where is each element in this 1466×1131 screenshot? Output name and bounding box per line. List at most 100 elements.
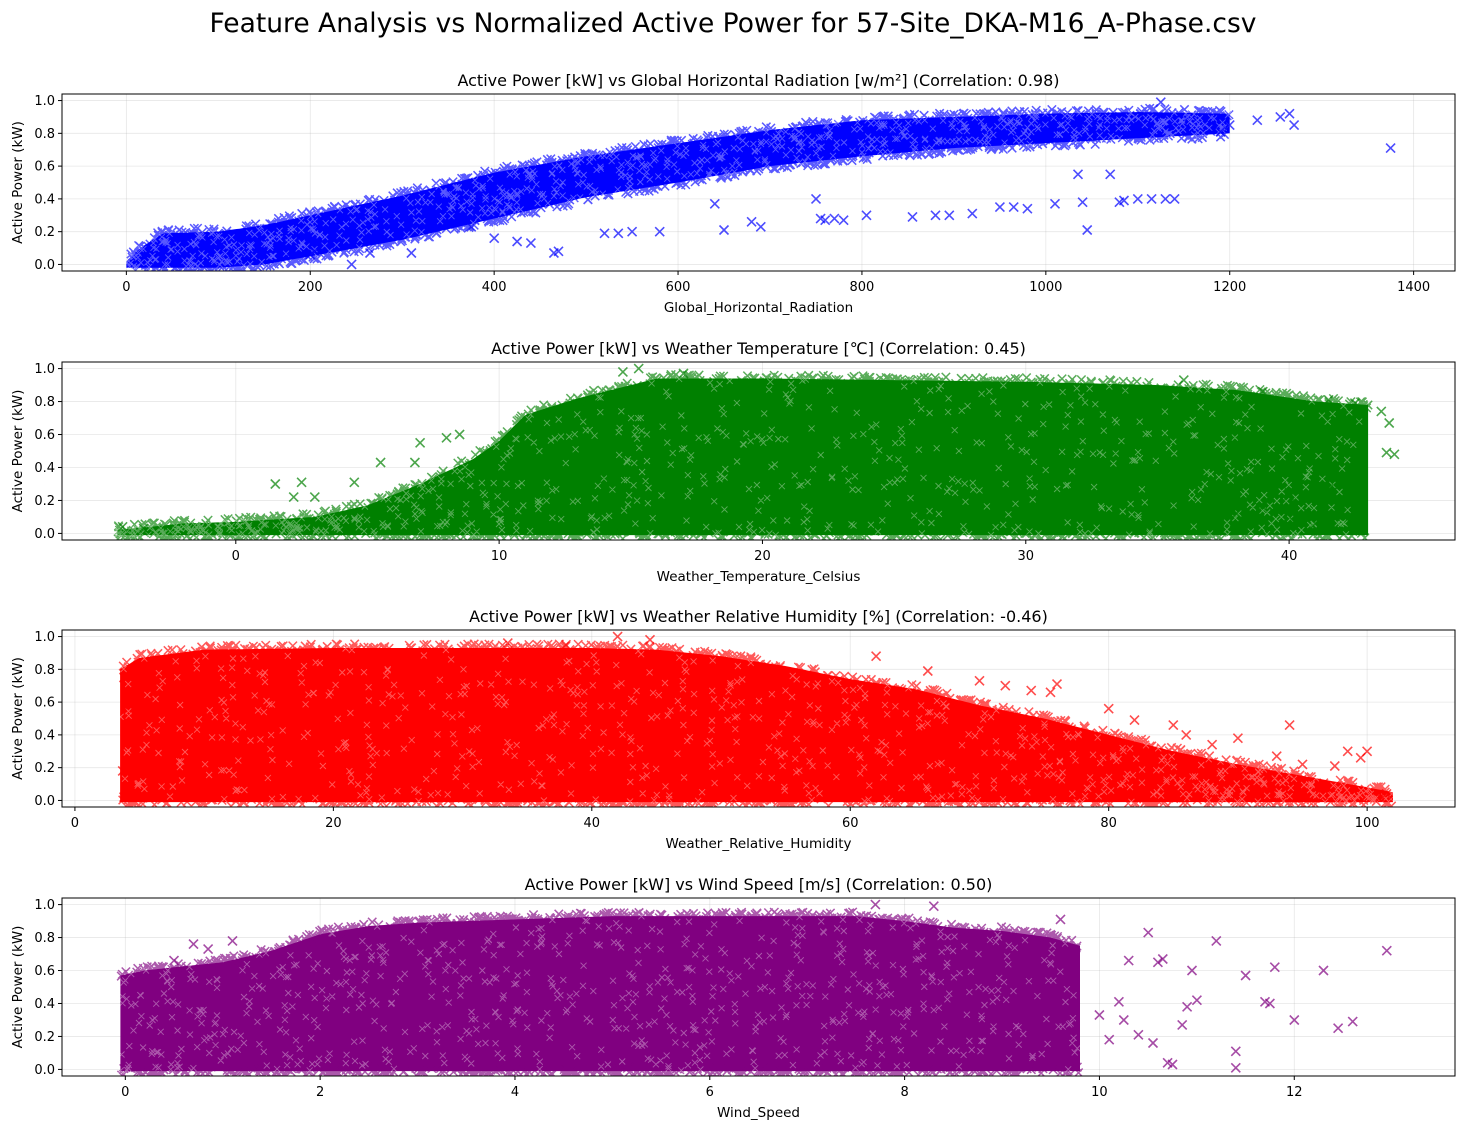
scatter-point xyxy=(861,210,872,221)
scatter-point xyxy=(1284,720,1295,731)
scatter-point xyxy=(1082,224,1093,236)
scatter-point xyxy=(168,955,180,966)
scatter-point xyxy=(613,228,624,239)
y-tick-label: 0.4 xyxy=(34,728,55,743)
scatter-point xyxy=(1240,970,1251,981)
axes-frame xyxy=(61,93,1456,272)
scatter-point xyxy=(1230,1062,1241,1073)
y-tick-label: 0.0 xyxy=(34,1063,55,1078)
scatter-point xyxy=(375,457,386,468)
scatter-point xyxy=(1381,447,1392,458)
scatter-point xyxy=(1132,193,1143,204)
x-tick-label: 2 xyxy=(316,1085,324,1100)
y-tick-label: 0.8 xyxy=(34,663,55,678)
scatter-point xyxy=(1049,198,1061,209)
scatter-edge-markers xyxy=(118,639,1397,807)
scatter-point xyxy=(907,211,918,222)
scatter-point xyxy=(203,944,214,955)
scatter-point xyxy=(1323,516,1334,527)
scatter-point xyxy=(1143,927,1154,938)
scatter-point xyxy=(1045,687,1056,698)
scatter-point xyxy=(944,210,955,221)
scatter-point xyxy=(1230,1046,1241,1057)
scatter-point xyxy=(441,432,452,443)
scatter-point xyxy=(1051,679,1063,690)
subplot-title: Active Power [kW] vs Global Horizontal R… xyxy=(457,71,1059,90)
y-tick-label: 0.4 xyxy=(34,997,55,1012)
x-tick-label: 1000 xyxy=(1029,280,1062,295)
axes-frame xyxy=(61,629,1456,808)
scatter-point xyxy=(1105,169,1116,180)
scatter-point xyxy=(1215,126,1226,137)
scatter-point xyxy=(1077,197,1088,208)
scatter-inner-speckle xyxy=(117,912,1081,1074)
axes-frame xyxy=(61,897,1456,1077)
y-axis-label: Active Power (kW) xyxy=(10,390,26,513)
x-tick-label: 30 xyxy=(1018,549,1035,564)
scatter-point xyxy=(1104,1034,1115,1045)
subplot-2: 0 10 20 30 40 0.0 0.2 0.4 0.6 0.8 1.0 Active Power … xyxy=(10,339,1456,585)
x-tick-label: 12 xyxy=(1286,1085,1303,1100)
scatter-edge-markers xyxy=(126,103,1234,271)
scatter-point xyxy=(309,246,320,257)
scatter-density-band xyxy=(117,378,1369,536)
scatter-point xyxy=(627,226,638,237)
scatter-point xyxy=(1289,1014,1300,1026)
x-tick-label: 0 xyxy=(121,1085,129,1100)
scatter-point xyxy=(364,247,376,259)
y-tick-label: 0.6 xyxy=(34,428,55,443)
scatter-point xyxy=(1349,398,1360,409)
scatter-point xyxy=(1094,1009,1105,1021)
scatter-point xyxy=(1336,500,1347,511)
x-axis-label: Wind_Speed xyxy=(717,1105,800,1121)
scatter-series xyxy=(116,899,1392,1076)
scatter-point xyxy=(1342,746,1353,757)
y-tick-label: 0.0 xyxy=(34,258,55,273)
scatter-point xyxy=(612,631,623,642)
scatter-point xyxy=(633,363,644,374)
scatter-point xyxy=(1160,193,1171,204)
scatter-point xyxy=(1055,914,1066,925)
x-axis-label: Weather_Relative_Humidity xyxy=(666,836,852,852)
scatter-point xyxy=(678,368,689,379)
scatter-point xyxy=(922,665,933,677)
scatter-edge-markers xyxy=(116,907,1084,1076)
scatter-point xyxy=(930,210,941,221)
y-tick-label: 0.8 xyxy=(34,931,55,946)
scatter-point xyxy=(1231,508,1242,519)
x-axis-label: Global_Horizontal_Radiation xyxy=(664,300,853,316)
y-tick-label: 0.4 xyxy=(34,461,55,476)
scatter-point xyxy=(820,215,831,226)
y-tick-label: 0.6 xyxy=(34,964,55,979)
x-tick-label: 80 xyxy=(1100,816,1117,831)
scatter-point xyxy=(560,639,572,650)
x-tick-label: 400 xyxy=(482,280,507,295)
x-tick-label: 200 xyxy=(298,280,323,295)
scatter-point xyxy=(1167,1059,1178,1070)
scatter-point xyxy=(1297,511,1308,522)
scatter-point xyxy=(1155,97,1166,108)
scatter-point xyxy=(1022,203,1033,214)
scatter-point xyxy=(1118,195,1130,206)
scatter-point xyxy=(1103,703,1114,714)
x-tick-label: 8 xyxy=(900,1085,908,1100)
scatter-edge-markers xyxy=(113,369,1373,540)
scatter-point xyxy=(1000,680,1011,691)
scatter-point xyxy=(1355,752,1366,763)
scatter-series xyxy=(117,631,1397,807)
scatter-point xyxy=(1310,518,1321,529)
scatter-point xyxy=(270,478,281,490)
scatter-point xyxy=(1271,751,1282,762)
scatter-point xyxy=(1123,955,1134,966)
scatter-point xyxy=(1264,998,1275,1009)
x-tick-label: 4 xyxy=(511,1085,519,1100)
scatter-point xyxy=(1344,485,1355,496)
scatter-point xyxy=(1329,760,1340,772)
scatter-density-band xyxy=(120,648,1394,803)
subplot-3: 0 20 40 60 80 100 0.0 0.2 0.4 0.6 0.8 1.0 Active Pow… xyxy=(10,607,1456,852)
y-tick-label: 0.4 xyxy=(34,192,55,207)
y-axis-label: Active Power (kW) xyxy=(10,926,26,1049)
scatter-point xyxy=(415,437,426,448)
scatter-point xyxy=(548,247,559,259)
